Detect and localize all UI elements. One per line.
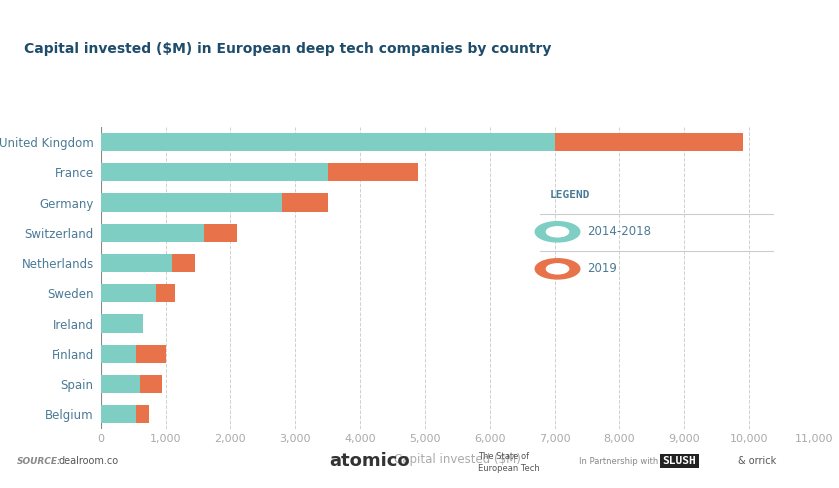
Bar bbox=[205, 224, 237, 242]
Bar bbox=[172, 254, 195, 272]
Bar bbox=[101, 193, 282, 212]
Text: The State of: The State of bbox=[478, 452, 529, 461]
Bar bbox=[101, 284, 156, 303]
Bar bbox=[101, 133, 555, 151]
Bar bbox=[555, 133, 743, 151]
Circle shape bbox=[546, 264, 569, 274]
Text: 2014-2018: 2014-2018 bbox=[587, 225, 651, 238]
X-axis label: Capital invested ($M): Capital invested ($M) bbox=[393, 453, 521, 466]
Bar bbox=[101, 224, 205, 242]
Text: SOURCE:: SOURCE: bbox=[17, 457, 61, 466]
Bar bbox=[101, 254, 172, 272]
Bar bbox=[139, 375, 162, 393]
Text: LEGEND: LEGEND bbox=[550, 190, 591, 200]
Text: In Partnership with: In Partnership with bbox=[579, 457, 658, 466]
Text: dealroom.co: dealroom.co bbox=[59, 456, 119, 466]
Text: atomico: atomico bbox=[329, 452, 409, 470]
Circle shape bbox=[535, 222, 580, 242]
Text: Capital invested ($M) in European deep tech companies by country: Capital invested ($M) in European deep t… bbox=[24, 42, 552, 56]
Text: & orrick: & orrick bbox=[738, 456, 777, 466]
Bar bbox=[327, 163, 419, 182]
Bar bbox=[101, 405, 136, 424]
Bar bbox=[101, 314, 143, 333]
Bar bbox=[101, 163, 327, 182]
Bar bbox=[136, 345, 165, 363]
Bar bbox=[101, 375, 139, 393]
Circle shape bbox=[535, 259, 580, 279]
Bar bbox=[101, 345, 136, 363]
Text: SLUSH: SLUSH bbox=[663, 456, 696, 466]
Text: European Tech: European Tech bbox=[478, 464, 540, 473]
Circle shape bbox=[546, 227, 569, 237]
Bar bbox=[282, 193, 327, 212]
Text: 2019: 2019 bbox=[587, 263, 618, 275]
Bar bbox=[136, 405, 149, 424]
Bar bbox=[156, 284, 175, 303]
Text: SLUSH: SLUSH bbox=[663, 456, 696, 466]
